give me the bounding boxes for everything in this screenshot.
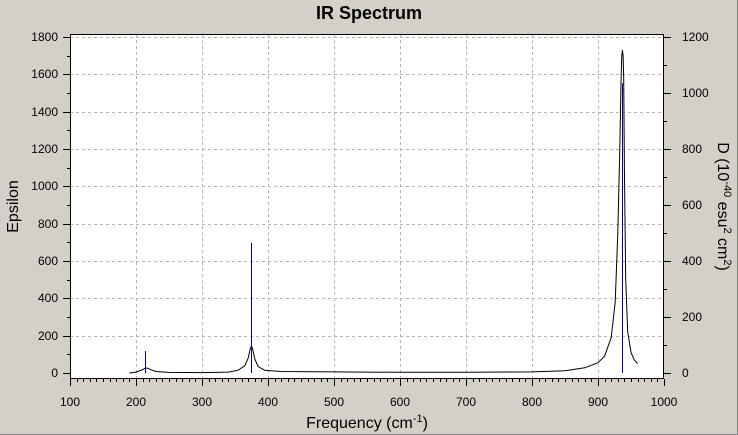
y-right-tick-label: 400 <box>682 254 702 268</box>
data-layer <box>129 50 638 374</box>
y-left-tick-label: 1200 <box>31 142 58 156</box>
axis-ticks <box>63 37 671 386</box>
x-axis-title: Frequency (cm-1) <box>306 413 428 432</box>
chart-title: IR Spectrum <box>315 3 423 23</box>
y-right-tick-label: 0 <box>682 366 689 380</box>
x-tick-label: 900 <box>588 395 608 409</box>
tick-labels: 100 200 300 400 500 600 700 800 900 1000 0 200 400 60… <box>31 30 709 409</box>
y-right-tick-label: 600 <box>682 198 702 212</box>
y-left-tick-label: 400 <box>38 291 58 305</box>
y-left-tick-label: 200 <box>38 329 58 343</box>
x-tick-label: 300 <box>192 395 212 409</box>
y-axis-left-title: Epsilon <box>5 180 22 232</box>
grid-lines <box>70 34 664 379</box>
y-left-tick-label: 600 <box>38 254 58 268</box>
y-left-tick-label: 1000 <box>31 179 58 193</box>
y-left-tick-label: 1600 <box>31 67 58 81</box>
y-left-tick-label: 0 <box>51 366 58 380</box>
y-right-tick-label: 1000 <box>682 86 709 100</box>
x-tick-label: 400 <box>258 395 278 409</box>
spectrum-line <box>129 50 638 374</box>
x-tick-label: 600 <box>390 395 410 409</box>
x-tick-label: 800 <box>522 395 542 409</box>
y-right-tick-label: 200 <box>682 310 702 324</box>
x-tick-label: 200 <box>126 395 146 409</box>
y-left-tick-label: 1400 <box>31 105 58 119</box>
y-left-tick-label: 800 <box>38 217 58 231</box>
y-right-tick-label: 800 <box>682 142 702 156</box>
plot-area <box>70 34 664 379</box>
y-left-tick-label: 1800 <box>31 30 58 44</box>
y-axis-right-title: D (10-40 esu2 cm2) <box>714 142 733 271</box>
x-tick-label: 100 <box>60 395 80 409</box>
plot-frame <box>70 34 664 379</box>
x-tick-label: 500 <box>324 395 344 409</box>
x-tick-label: 700 <box>456 395 476 409</box>
x-tick-label: 1000 <box>651 395 678 409</box>
y-right-tick-label: 1200 <box>682 30 709 44</box>
